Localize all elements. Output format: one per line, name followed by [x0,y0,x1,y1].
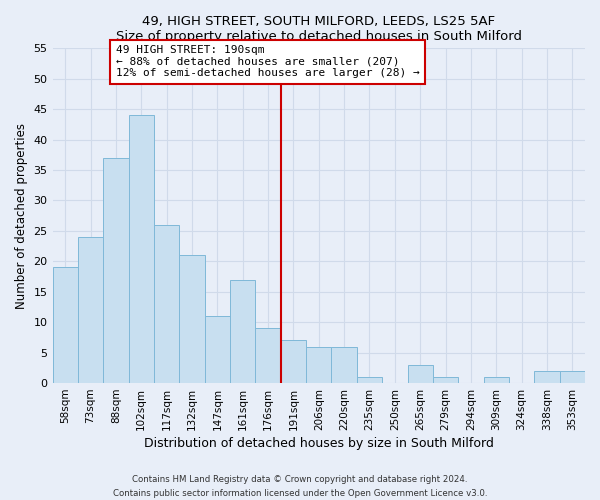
Bar [53,268,78,383]
Bar [357,377,382,383]
Bar [103,158,128,383]
Bar [331,346,357,383]
Bar [281,340,306,383]
Text: Contains HM Land Registry data © Crown copyright and database right 2024.
Contai: Contains HM Land Registry data © Crown c… [113,476,487,498]
Bar [306,346,331,383]
Bar [407,365,433,383]
Bar [179,256,205,383]
Bar [484,377,509,383]
X-axis label: Distribution of detached houses by size in South Milford: Distribution of detached houses by size … [144,437,494,450]
Text: 49 HIGH STREET: 190sqm
← 88% of detached houses are smaller (207)
12% of semi-de: 49 HIGH STREET: 190sqm ← 88% of detached… [116,46,419,78]
Bar [534,371,560,383]
Title: 49, HIGH STREET, SOUTH MILFORD, LEEDS, LS25 5AF
Size of property relative to det: 49, HIGH STREET, SOUTH MILFORD, LEEDS, L… [116,15,522,43]
Bar [78,237,103,383]
Bar [230,280,256,383]
Bar [154,225,179,383]
Bar [256,328,281,383]
Bar [128,116,154,383]
Bar [560,371,585,383]
Bar [205,316,230,383]
Bar [433,377,458,383]
Y-axis label: Number of detached properties: Number of detached properties [15,122,28,308]
